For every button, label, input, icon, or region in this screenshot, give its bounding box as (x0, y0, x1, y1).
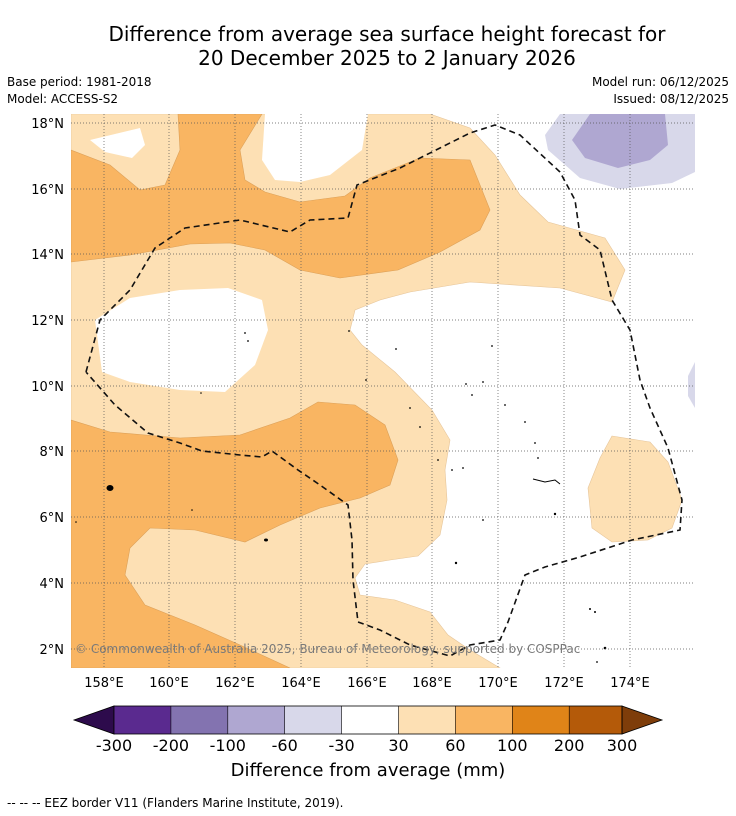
colorbar-swatch (455, 706, 513, 734)
colorbar-swatch (227, 706, 285, 734)
colorbar-swatch (170, 706, 228, 734)
lon-label: 168°E (412, 676, 452, 691)
lat-label: 8°N (40, 445, 65, 460)
colorbar-swatch (284, 706, 342, 734)
colorbar-under-arrow (72, 705, 115, 735)
model-run: Model run: 06/12/2025 (591, 75, 729, 89)
lat-label: 12°N (31, 314, 64, 329)
contour-negative-east-edge (688, 362, 695, 408)
chart-title: Difference from average sea surface heig… (40, 22, 734, 70)
lon-label: 174°E (610, 676, 650, 691)
graticule (71, 114, 695, 668)
copyright-text: © Commonwealth of Australia 2025, Bureau… (75, 642, 580, 656)
meta-left: Base period: 1981-2018 Model: ACCESS-S2 (7, 74, 152, 108)
colorbar-tick-label: -100 (210, 736, 246, 755)
meta-right: Model run: 06/12/2025 Issued: 08/12/2025 (592, 74, 729, 108)
lat-label: 18°N (31, 117, 64, 132)
lat-axis: 18°N 16°N 14°N 12°N 10°N 8°N 6°N 4°N 2°N (31, 117, 64, 658)
colorbar-tick-label: 300 (607, 736, 638, 755)
lat-label: 16°N (31, 183, 64, 198)
lat-label: 10°N (31, 380, 64, 395)
colorbar-tick-label: 60 (445, 736, 465, 755)
colorbar-swatch (569, 706, 622, 734)
lon-label: 172°E (544, 676, 584, 691)
lon-label: 170°E (478, 676, 518, 691)
map-field: © Commonwealth of Australia 2025, Bureau… (71, 114, 695, 668)
title-line-1: Difference from average sea surface heig… (108, 22, 666, 46)
lon-label: 164°E (281, 676, 321, 691)
lon-label: 158°E (84, 676, 124, 691)
colorbar-swatch (114, 706, 171, 734)
lon-axis: 158°E 160°E 162°E 164°E 166°E 168°E 170°… (84, 676, 650, 691)
colorbar-tick-label: 200 (554, 736, 585, 755)
colorbar-over-arrow (621, 705, 664, 735)
islands (75, 330, 607, 663)
lon-label: 160°E (149, 676, 189, 691)
eez-legend-note: -- -- -- EEZ border V11 (Flanders Marine… (7, 796, 344, 810)
colorbar-tick-label: -200 (153, 736, 189, 755)
lat-label: 4°N (40, 577, 65, 592)
lat-label: 14°N (31, 248, 64, 263)
lon-label: 162°E (215, 676, 255, 691)
issued-date: Issued: 08/12/2025 (613, 92, 729, 106)
colorbar-tick-label: -60 (272, 736, 298, 755)
colorbar-tick-label: 30 (388, 736, 408, 755)
base-period: Base period: 1981-2018 (7, 75, 152, 89)
colorbar-tick-label: 100 (497, 736, 528, 755)
lon-label: 166°E (347, 676, 387, 691)
model-name: Model: ACCESS-S2 (7, 92, 119, 106)
contour-negative-60-100 (572, 114, 668, 168)
lat-label: 2°N (40, 643, 65, 658)
contour-30-60-east (587, 435, 683, 543)
colorbar-swatch (341, 706, 399, 734)
colorbar-swatch (398, 706, 456, 734)
colorbar-tick-label: -300 (96, 736, 132, 755)
contour-60-100-south (71, 401, 399, 668)
colorbar-tick-label: -30 (329, 736, 355, 755)
colorbar: -300 -200 -100 -60 -30 30 60 100 200 300 (72, 705, 664, 755)
colorbar-swatch (512, 706, 570, 734)
eez-border (85, 124, 683, 657)
lat-label: 6°N (40, 511, 65, 526)
colorbar-title: Difference from average (mm) (230, 760, 506, 781)
title-line-2: 20 December 2025 to 2 January 2026 (198, 46, 576, 70)
